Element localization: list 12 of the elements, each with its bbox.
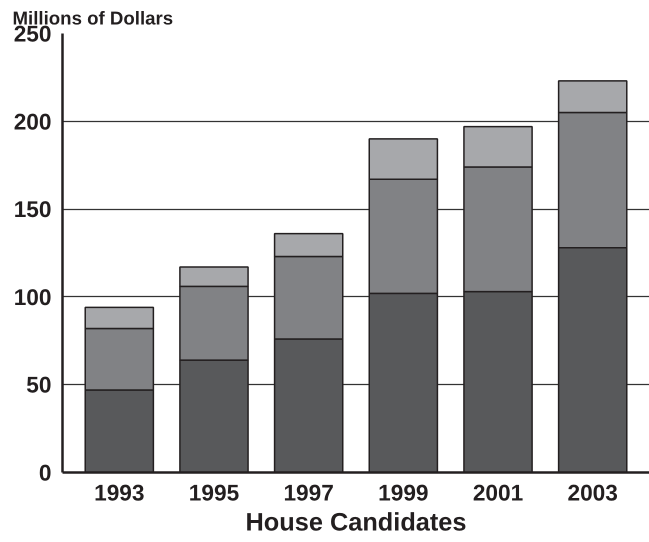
y-tick-label: 50 bbox=[26, 372, 52, 398]
x-tick-label: 2003 bbox=[567, 480, 618, 506]
x-tick-label: 1993 bbox=[94, 480, 145, 506]
y-tick-label: 100 bbox=[14, 284, 52, 310]
x-tick-label: 1995 bbox=[188, 480, 240, 506]
x-tick-label: 2001 bbox=[472, 480, 524, 506]
y-tick-label: 200 bbox=[14, 108, 52, 134]
y-tick-label: 150 bbox=[14, 196, 52, 222]
x-tick-label: 1997 bbox=[283, 480, 334, 506]
y-tick-label: 0 bbox=[38, 460, 52, 486]
x-axis-title: House Candidates bbox=[246, 508, 466, 536]
x-tick-label: 1999 bbox=[378, 480, 429, 506]
